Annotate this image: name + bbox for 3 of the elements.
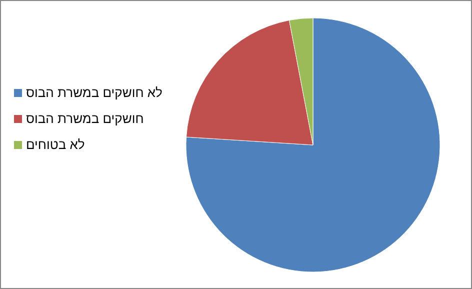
legend-label: לא חושקים במשרת הבוס — [26, 85, 163, 100]
legend-label: לא בטוחים — [26, 137, 85, 152]
legend-label: חושקים במשרת הבוס — [26, 111, 144, 126]
